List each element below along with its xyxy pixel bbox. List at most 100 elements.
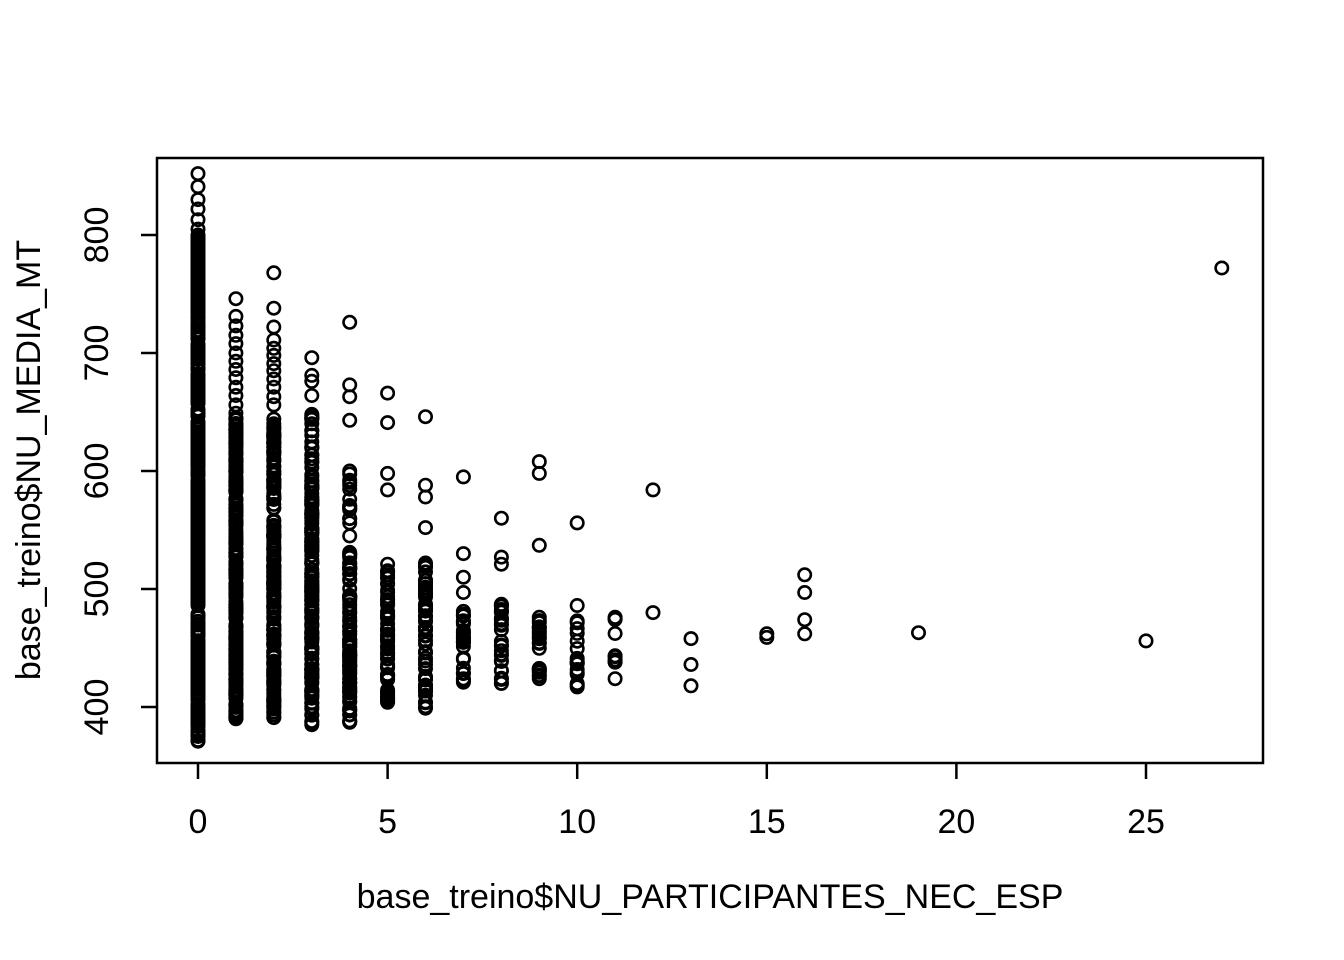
data-point	[190, 266, 206, 282]
data-point	[342, 619, 358, 635]
data-point	[380, 622, 396, 638]
data-point	[190, 478, 206, 494]
data-point	[190, 690, 206, 706]
data-point	[190, 437, 206, 453]
data-point	[228, 345, 244, 361]
data-point	[342, 573, 358, 589]
data-point	[266, 411, 282, 427]
points-layer	[190, 166, 1230, 749]
data-point	[342, 600, 358, 616]
data-point	[531, 640, 547, 656]
data-point	[304, 408, 320, 424]
data-point	[683, 631, 699, 647]
y-tick-label: 600	[78, 443, 116, 500]
data-point	[569, 597, 585, 613]
data-point	[569, 654, 585, 670]
data-point	[190, 725, 206, 741]
data-point	[493, 603, 509, 619]
data-point	[531, 620, 547, 636]
data-point	[304, 626, 320, 642]
data-point	[455, 630, 471, 646]
data-point	[342, 466, 358, 482]
data-point	[531, 537, 547, 553]
data-point	[304, 605, 320, 621]
data-point	[1214, 260, 1230, 276]
data-point	[190, 201, 206, 217]
data-point	[228, 370, 244, 386]
data-point	[190, 315, 206, 331]
data-point	[304, 350, 320, 366]
data-point	[190, 648, 206, 664]
data-point	[304, 685, 320, 701]
data-point	[493, 637, 509, 653]
data-point	[569, 675, 585, 691]
data-point	[266, 389, 282, 405]
data-point	[380, 688, 396, 704]
data-point	[342, 707, 358, 723]
data-point	[190, 408, 206, 424]
y-tick-label: 500	[78, 561, 116, 618]
data-point	[493, 556, 509, 572]
data-point	[304, 473, 320, 489]
data-point	[190, 625, 206, 641]
data-point	[417, 489, 433, 505]
data-point	[228, 666, 244, 682]
data-point	[380, 616, 396, 632]
data-point	[342, 647, 358, 663]
data-point	[607, 652, 623, 668]
data-point	[342, 688, 358, 704]
data-point	[190, 608, 206, 624]
data-point	[228, 397, 244, 413]
data-point	[190, 705, 206, 721]
data-point	[266, 340, 282, 356]
data-point	[455, 469, 471, 485]
data-point	[228, 308, 244, 324]
data-point	[304, 611, 320, 627]
data-point	[342, 681, 358, 697]
data-point	[266, 609, 282, 625]
data-point	[493, 652, 509, 668]
data-point	[228, 291, 244, 307]
data-point	[228, 634, 244, 650]
data-point	[228, 440, 244, 456]
data-point	[266, 488, 282, 504]
data-point	[493, 671, 509, 687]
data-point	[266, 616, 282, 632]
data-point	[190, 166, 206, 182]
data-point	[228, 429, 244, 445]
data-point	[342, 626, 358, 642]
data-point	[190, 401, 206, 417]
data-point	[304, 569, 320, 585]
x-tick-label: 5	[378, 803, 397, 841]
data-point	[190, 231, 206, 247]
data-point	[228, 516, 244, 532]
data-point	[304, 367, 320, 383]
data-point	[266, 445, 282, 461]
data-point	[228, 353, 244, 369]
data-point	[342, 389, 358, 405]
data-point	[304, 534, 320, 550]
data-point	[190, 179, 206, 195]
data-point	[228, 603, 244, 619]
data-point	[228, 405, 244, 421]
data-point	[190, 672, 206, 688]
data-point	[304, 373, 320, 389]
data-point	[304, 631, 320, 647]
data-point	[342, 528, 358, 544]
x-axis: 0 5 10 15 20 25	[189, 763, 1165, 841]
data-point	[569, 615, 585, 631]
data-point	[493, 549, 509, 565]
data-point	[190, 512, 206, 528]
data-point	[190, 457, 206, 473]
data-point	[455, 660, 471, 676]
data-point	[228, 617, 244, 633]
data-point	[304, 690, 320, 706]
data-point	[190, 384, 206, 400]
data-point	[228, 379, 244, 395]
data-point	[797, 584, 813, 600]
data-point	[190, 680, 206, 696]
data-point	[417, 677, 433, 693]
x-tick-label: 0	[189, 803, 208, 841]
x-tick-label: 15	[748, 803, 786, 841]
